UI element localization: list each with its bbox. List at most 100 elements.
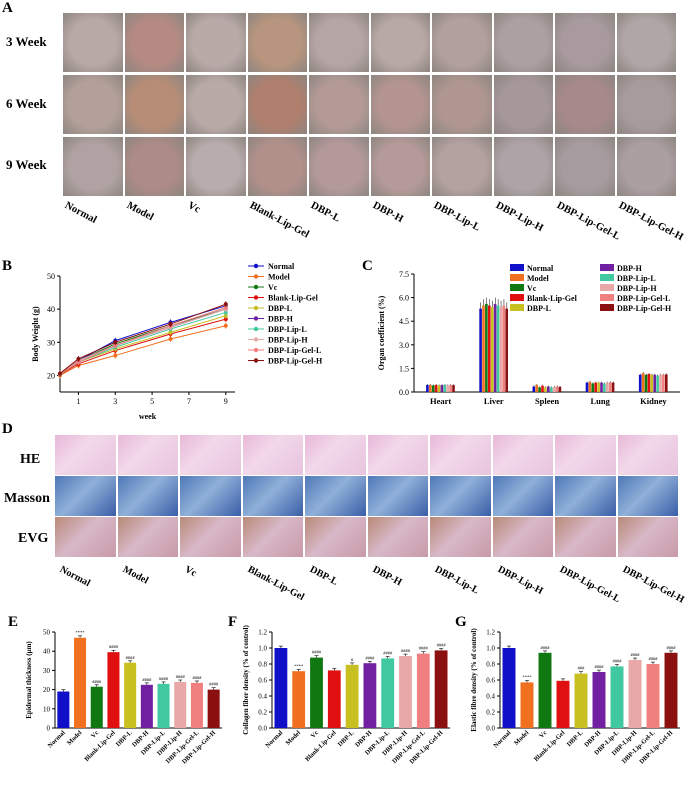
y-axis-label: Epidermal thickness (μm) — [25, 641, 33, 719]
histology-column-label-dbp-lip-gel-l: DBP-Lip-Gel-L — [557, 564, 622, 606]
y-tick-label: 10 — [43, 705, 51, 713]
row-label-masson: Masson — [4, 491, 50, 506]
skin-photo — [431, 74, 493, 135]
legend-marker — [253, 263, 259, 269]
y-tick-label: 0.0 — [486, 725, 495, 733]
legend-marker — [253, 326, 259, 332]
legend-label-model: Model — [527, 274, 550, 283]
y-tick-label: 0.6 — [486, 677, 495, 685]
skin-photo — [123, 136, 185, 197]
column-label-dbp-lip-gel-l: DBP-Lip-Gel-L — [554, 200, 622, 243]
histology-image — [55, 517, 116, 557]
y-axis-label: Organ coefficient (%) — [377, 295, 386, 370]
significance-label: **** — [76, 630, 86, 635]
y-axis-label: Collagen fiber density (% of control) — [242, 625, 250, 735]
significance-label: #### — [383, 650, 393, 655]
legend-swatch-dbp-l — [510, 304, 524, 311]
bar-dbp-lip-l — [610, 666, 624, 728]
bar-heart-dbp-lip-l — [443, 384, 447, 392]
skin-photo — [308, 74, 370, 135]
bar-blank-lip-gel — [556, 680, 570, 728]
panel-b-body-weight-chart: 20 30 40 50 1 3 5 7 9 week Body Weight (g) Normal Mo… — [31, 262, 323, 421]
significance-label: #### — [109, 644, 119, 649]
bar-lung-dbp-h — [600, 382, 603, 392]
data-point-dbp-l — [223, 313, 228, 318]
histology-image — [242, 517, 303, 557]
bar-liver-dbp-lip-gel-h — [505, 308, 508, 392]
significance-label: #### — [176, 674, 186, 679]
y-tick-label: 0.4 — [486, 693, 495, 701]
significance-label: #### — [192, 675, 202, 680]
skin-photo — [246, 74, 308, 135]
significance-label: **** — [523, 674, 533, 679]
bar-heart-normal — [426, 384, 429, 392]
histology-image — [617, 476, 678, 516]
histology-image — [180, 435, 241, 475]
histology-image — [555, 517, 616, 557]
bar-model — [74, 637, 87, 728]
bar-spleen-dbp-h — [547, 386, 550, 392]
bar-normal — [502, 648, 516, 728]
category-label-dbp-lip-gel-h: DBP-Lip-Gel-H — [638, 729, 674, 765]
data-point-dbp-lip-gel-h — [76, 356, 81, 361]
skin-photo — [554, 74, 616, 135]
bar-normal — [274, 648, 288, 728]
skin-photo — [185, 12, 247, 73]
panel-label-b: B — [2, 258, 13, 274]
histology-image — [367, 476, 428, 516]
column-label-dbp-l: DBP-L — [308, 200, 342, 225]
legend-label-dbp-lip-l: DBP-Lip-L — [617, 274, 656, 283]
category-label-vc: Vc — [310, 729, 320, 739]
histology-column-label-dbp-lip-l: DBP-Lip-L — [432, 564, 481, 597]
category-label-heart: Heart — [430, 396, 451, 406]
bar-heart-model — [429, 384, 432, 392]
legend-label-normal: Normal — [268, 262, 295, 271]
bar-spleen-vc — [538, 387, 541, 392]
significance-label: #### — [437, 642, 447, 647]
x-axis-label: week — [139, 412, 157, 421]
significance-label: #### — [365, 655, 375, 660]
category-label-spleen: Spleen — [535, 396, 559, 406]
histology-image — [117, 517, 178, 557]
data-point-model — [168, 336, 173, 341]
bar-liver-dbp-h — [493, 303, 497, 392]
data-point-model — [223, 323, 228, 328]
category-label-dbp-l: DBP-L — [337, 729, 356, 748]
bar-heart-blank-lip-gel — [434, 384, 438, 392]
histology-image — [305, 435, 366, 475]
panel-label-e: E — [8, 614, 19, 630]
panel-c-organ-coefficient-chart: 0.0 1.5 3.0 4.5 6.0 7.5 Organ coefficient (%) H… — [377, 264, 680, 406]
histology-image — [430, 476, 491, 516]
legend-marker — [253, 305, 259, 311]
bar-heart-dbp-h — [440, 385, 444, 392]
skin-photo — [308, 12, 370, 73]
data-point-dbp-lip-gel-l — [76, 360, 81, 365]
x-tick-label: 9 — [224, 397, 228, 406]
row-label-3-week: 3 Week — [6, 34, 47, 49]
data-point-dbp-lip-gel-l — [113, 343, 118, 348]
significance-label: #### — [595, 664, 605, 669]
y-tick-label: 1.0 — [486, 645, 495, 653]
category-label-normal: Normal — [492, 729, 512, 749]
column-label-dbp-h: DBP-H — [370, 200, 405, 226]
histology-column-label-dbp-l: DBP-L — [307, 564, 340, 588]
significance-label: #### — [401, 648, 411, 653]
skin-photo — [62, 136, 124, 197]
panel-label-d: D — [2, 421, 13, 437]
legend-marker — [253, 358, 259, 363]
bar-dbp-lip-gel-l — [190, 682, 203, 728]
significance-label: ### — [578, 666, 586, 671]
significance-label: #### — [631, 652, 641, 657]
category-label-dbp-lip-gel-h: DBP-Lip-Gel-H — [408, 729, 444, 765]
y-tick-label: 30 — [47, 338, 55, 347]
bar-spleen-dbp-l — [544, 387, 547, 392]
bar-liver-dbp-lip-l — [496, 305, 500, 392]
histology-image — [305, 476, 366, 516]
skin-photo — [369, 12, 431, 73]
legend-label-vc: Vc — [268, 283, 278, 292]
bar-kidney-model — [641, 373, 645, 392]
skin-photo — [308, 136, 370, 197]
histology-column-label-vc: Vc — [182, 564, 199, 580]
column-label-dbp-lip-gel-h: DBP-Lip-Gel-H — [616, 200, 685, 244]
histology-image — [555, 476, 616, 516]
